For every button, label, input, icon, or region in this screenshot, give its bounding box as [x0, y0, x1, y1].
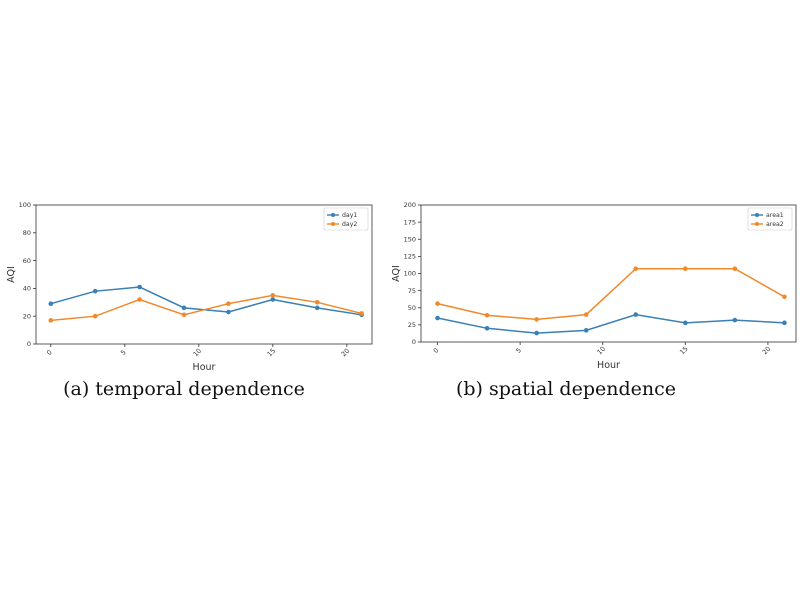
y-tick-label: 20: [23, 312, 31, 320]
y-axis-label: AQI: [6, 266, 17, 283]
legend-label-day1: day1: [342, 212, 357, 219]
chart-panel-temporal: 0 20 40 60 80 100 0 5 10 15 20 Hour AQI day1 day2 (a) …: [0, 196, 400, 411]
x-tick-label: 20: [340, 347, 352, 359]
data-point-day1: [226, 309, 231, 315]
data-point-day2: [226, 301, 231, 306]
legend-marker-area2: [755, 222, 759, 226]
x-tick-label: 10: [192, 347, 204, 359]
y-tick-label: 100: [404, 270, 416, 278]
y-tick-label: 175: [404, 218, 416, 226]
data-point-area1: [683, 320, 688, 326]
chart-temporal: 0 20 40 60 80 100 0 5 10 15 20 Hour AQI day1 day2: [6, 201, 373, 373]
legend: area1 area2: [747, 207, 793, 231]
y-tick-label: 125: [404, 253, 416, 261]
x-tick-label: 5: [119, 348, 128, 357]
data-point-day2: [137, 297, 142, 302]
y-tick-label: 200: [404, 201, 416, 209]
data-point-day1: [48, 301, 54, 306]
data-point-area1: [435, 315, 440, 321]
x-tick-label: 0: [432, 346, 441, 355]
data-point-area1: [633, 312, 639, 317]
data-point-day2: [314, 300, 320, 305]
y-tick-label: 25: [408, 321, 416, 329]
legend-marker-area1: [755, 213, 759, 217]
data-point-day2: [48, 318, 54, 323]
x-tick-label: 5: [514, 346, 523, 355]
data-point-area2: [583, 312, 589, 317]
chart-spatial: 0 25 50 75 100 125 150 175 200 0 5 10 15 20 Hour AQI are…: [391, 201, 797, 371]
data-point-area1: [484, 326, 490, 331]
plot-frame: [35, 204, 373, 345]
data-point-day2: [359, 311, 364, 316]
legend-label-area1: area1: [766, 212, 784, 219]
y-tick-label: 150: [404, 235, 416, 243]
data-point-area1: [732, 317, 738, 323]
series-line-day2: [50, 294, 362, 322]
data-point-day2: [270, 293, 276, 298]
data-point-day2: [181, 312, 187, 318]
x-axis-label: Hour: [193, 362, 216, 373]
y-tick-label: 0: [27, 340, 31, 348]
legend: day1 day2: [323, 207, 369, 231]
data-point-day1: [92, 288, 98, 294]
legend-marker-day2: [331, 222, 335, 226]
data-point-area2: [782, 294, 787, 300]
legend-label-day2: day2: [342, 221, 357, 228]
legend-label-area2: area2: [766, 221, 784, 228]
y-tick-label: 60: [23, 257, 31, 265]
data-point-area2: [534, 317, 539, 322]
chart-panel-spatial: 0 25 50 75 100 125 150 175 200 0 5 10 15 20 Hour AQI are…: [391, 196, 800, 411]
y-tick-label: 50: [408, 304, 416, 312]
data-point-area1: [534, 330, 539, 336]
series-line-area1: [437, 313, 785, 334]
data-point-area1: [782, 320, 787, 326]
y-tick-label: 100: [19, 201, 31, 209]
x-tick-label: 20: [761, 345, 773, 357]
data-point-area2: [633, 266, 639, 272]
data-point-area2: [484, 312, 490, 318]
y-tick-label: 40: [23, 285, 31, 293]
data-point-area2: [435, 301, 440, 306]
x-tick-label: 10: [596, 345, 608, 357]
x-tick-label: 15: [678, 345, 690, 357]
legend-marker-day1: [331, 213, 335, 217]
x-axis-label: Hour: [597, 360, 620, 371]
caption-temporal: (a) temporal dependence: [63, 378, 305, 400]
y-axis-label: AQI: [391, 265, 402, 282]
x-tick-label: 0: [45, 348, 54, 357]
data-point-day1: [137, 284, 142, 290]
plot-frame: [420, 204, 797, 343]
data-point-area2: [732, 266, 738, 272]
series-line-area2: [437, 267, 785, 321]
y-tick-label: 75: [408, 287, 416, 295]
data-point-area1: [583, 328, 589, 333]
y-tick-label: 0: [412, 338, 416, 346]
data-point-day2: [92, 313, 98, 319]
data-point-area2: [683, 266, 688, 272]
y-tick-label: 80: [23, 229, 31, 237]
data-point-day1: [270, 297, 276, 302]
caption-spatial: (b) spatial dependence: [455, 378, 676, 400]
data-point-day1: [181, 305, 187, 311]
x-tick-label: 15: [266, 347, 278, 359]
data-point-day1: [314, 305, 320, 311]
